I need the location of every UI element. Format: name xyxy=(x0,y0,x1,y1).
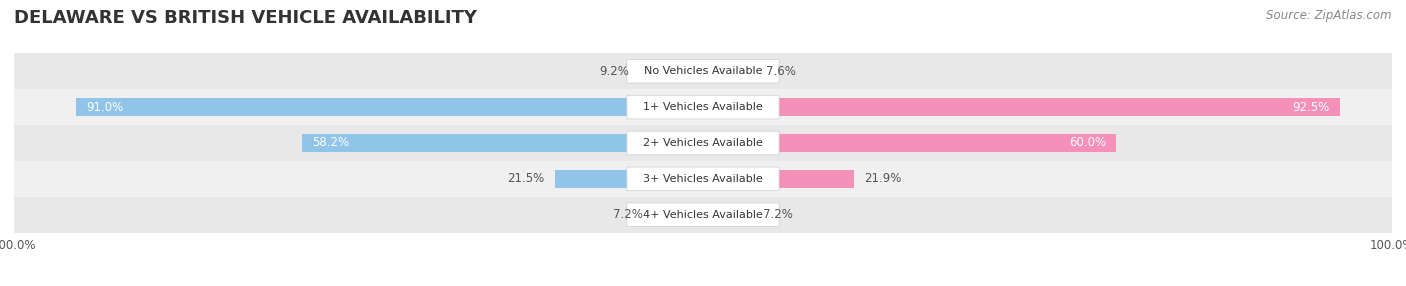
Text: No Vehicles Available: No Vehicles Available xyxy=(644,66,762,76)
Text: 4+ Vehicles Available: 4+ Vehicles Available xyxy=(643,210,763,220)
Text: 9.2%: 9.2% xyxy=(599,65,630,78)
Bar xyxy=(555,170,703,188)
Bar xyxy=(703,170,853,188)
Bar xyxy=(14,125,1392,161)
Text: 21.5%: 21.5% xyxy=(508,172,544,185)
Bar xyxy=(302,134,703,152)
Bar xyxy=(703,134,1116,152)
Text: DELAWARE VS BRITISH VEHICLE AVAILABILITY: DELAWARE VS BRITISH VEHICLE AVAILABILITY xyxy=(14,9,477,27)
Bar xyxy=(640,62,703,81)
Bar xyxy=(14,197,1392,233)
Text: 1+ Vehicles Available: 1+ Vehicles Available xyxy=(643,102,763,112)
Bar xyxy=(14,161,1392,197)
Text: 7.2%: 7.2% xyxy=(613,208,643,221)
FancyBboxPatch shape xyxy=(627,167,779,191)
Text: 7.6%: 7.6% xyxy=(766,65,796,78)
FancyBboxPatch shape xyxy=(627,95,779,119)
Bar xyxy=(14,89,1392,125)
Bar xyxy=(654,205,703,224)
Text: 92.5%: 92.5% xyxy=(1292,101,1330,114)
Text: 60.0%: 60.0% xyxy=(1069,136,1107,150)
Bar xyxy=(14,53,1392,89)
Bar xyxy=(703,62,755,81)
Text: 21.9%: 21.9% xyxy=(865,172,901,185)
FancyBboxPatch shape xyxy=(627,131,779,155)
Text: 7.2%: 7.2% xyxy=(763,208,793,221)
Text: 58.2%: 58.2% xyxy=(312,136,350,150)
Text: 91.0%: 91.0% xyxy=(86,101,124,114)
Text: 3+ Vehicles Available: 3+ Vehicles Available xyxy=(643,174,763,184)
Bar xyxy=(703,98,1340,116)
Text: Source: ZipAtlas.com: Source: ZipAtlas.com xyxy=(1267,9,1392,21)
Bar xyxy=(76,98,703,116)
Text: 2+ Vehicles Available: 2+ Vehicles Available xyxy=(643,138,763,148)
FancyBboxPatch shape xyxy=(627,203,779,227)
FancyBboxPatch shape xyxy=(627,59,779,83)
Bar xyxy=(703,205,752,224)
